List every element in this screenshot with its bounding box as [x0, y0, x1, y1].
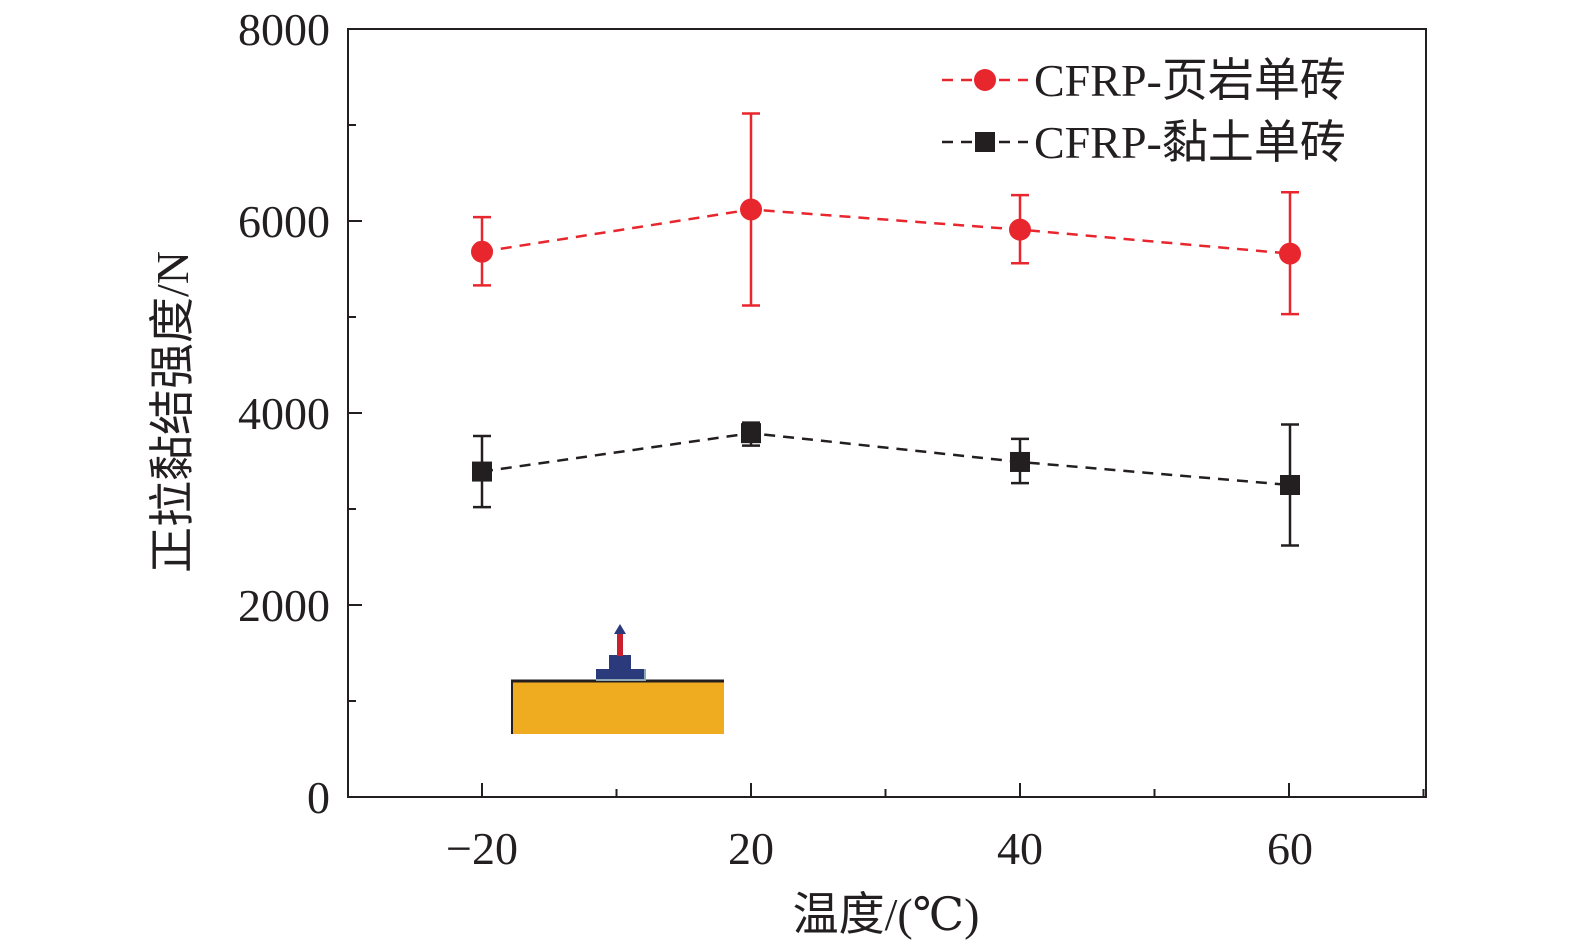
legend-label: CFRP-黏土单砖: [1034, 117, 1346, 168]
y-tick-label: 2000: [238, 580, 330, 631]
data-point: [741, 423, 761, 444]
y-axis-label: 正拉黏结强度/N: [147, 251, 198, 573]
x-axis: −20 20 40 60: [446, 783, 1425, 874]
data-point: [471, 240, 493, 263]
legend: CFRP-页岩单砖 CFRP-黏土单砖: [942, 55, 1346, 168]
data-point: [740, 198, 762, 221]
x-axis-label: 温度/(℃): [793, 889, 980, 940]
pull-off-test-schematic: [511, 624, 724, 734]
y-tick-label: 8000: [238, 4, 330, 55]
legend-marker: [974, 69, 996, 91]
y-tick-label: 0: [307, 772, 330, 823]
inset-brick: [511, 681, 724, 734]
y-tick-label: 4000: [238, 388, 330, 439]
data-point: [1010, 451, 1030, 472]
legend-item-2: CFRP-黏土单砖: [942, 117, 1346, 168]
legend-label: CFRP-页岩单砖: [1034, 55, 1346, 106]
y-axis: 0 2000 4000 6000 8000: [238, 4, 362, 823]
series-line: [481, 208, 1291, 255]
inset-bolt: [617, 630, 623, 656]
x-tick-label: −20: [446, 823, 518, 874]
series-line: [481, 431, 1291, 487]
series-layer: [471, 112, 1301, 547]
legend-marker: [975, 132, 995, 152]
data-point: [1280, 475, 1300, 495]
series-2: [472, 421, 1300, 547]
legend-item-1: CFRP-页岩单砖: [942, 55, 1346, 106]
data-point: [1009, 218, 1031, 241]
inset-fixture-neck: [609, 655, 631, 671]
x-tick-label: 20: [728, 823, 774, 874]
x-tick-label: 60: [1267, 823, 1313, 874]
data-point: [472, 461, 492, 482]
inset-arrow-icon: [614, 624, 626, 634]
series-1: [471, 112, 1301, 316]
y-tick-label: 6000: [238, 196, 330, 247]
x-tick-label: 40: [997, 823, 1043, 874]
inset-fixture-base: [596, 669, 644, 679]
data-point: [1279, 242, 1301, 265]
